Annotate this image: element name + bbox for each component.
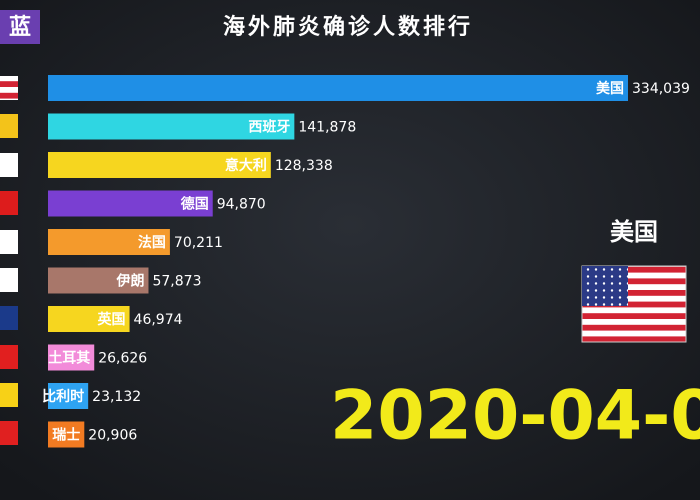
value-label: 94,870 (217, 197, 266, 213)
date: 2020-04-06 (330, 377, 700, 456)
leader-flag-stars (582, 266, 628, 306)
bar (48, 421, 85, 448)
bar (48, 75, 628, 101)
flag (0, 114, 18, 138)
flag (0, 268, 18, 292)
bar-label: 西班牙 (248, 119, 290, 136)
flag (0, 191, 18, 215)
value-label: 26,626 (98, 351, 147, 367)
flag (0, 421, 18, 445)
bar (48, 113, 295, 140)
flag (0, 306, 18, 330)
logo: 蓝 (9, 15, 31, 40)
flag (0, 76, 18, 100)
bar-label: 比利时 (42, 388, 84, 405)
bar-label: 美国 (596, 80, 624, 97)
value-label: 141,878 (298, 120, 356, 136)
bar (48, 383, 89, 409)
bar-label: 瑞士 (52, 427, 80, 444)
bar (48, 306, 130, 332)
bar-label: 法国 (138, 234, 166, 251)
bar-label: 土耳其 (48, 350, 90, 367)
value-label: 128,338 (275, 158, 333, 174)
bar-label: 英国 (97, 311, 126, 328)
value-label: 20,906 (88, 428, 137, 444)
flag (0, 230, 18, 254)
logo-box (0, 10, 40, 44)
bar (48, 152, 271, 178)
value-label: 46,974 (134, 312, 183, 328)
bar (48, 229, 170, 255)
bar-label: 意大利 (225, 157, 267, 174)
value-label: 334,039 (632, 81, 690, 97)
value-label: 57,873 (152, 274, 201, 290)
bar-label: 德国 (181, 196, 209, 213)
flag (0, 153, 18, 177)
chart-title: 海外肺炎确诊人数排行 (223, 14, 473, 40)
value-label: 70,211 (174, 235, 223, 251)
flag (0, 383, 18, 407)
flag (0, 345, 18, 369)
flags (0, 76, 18, 445)
bar (48, 190, 213, 217)
bar-label: 伊朗 (115, 273, 144, 290)
value-label: 23,132 (92, 389, 141, 405)
bar (48, 267, 149, 294)
bar (48, 344, 95, 371)
leader-label: 美国 (610, 218, 658, 246)
